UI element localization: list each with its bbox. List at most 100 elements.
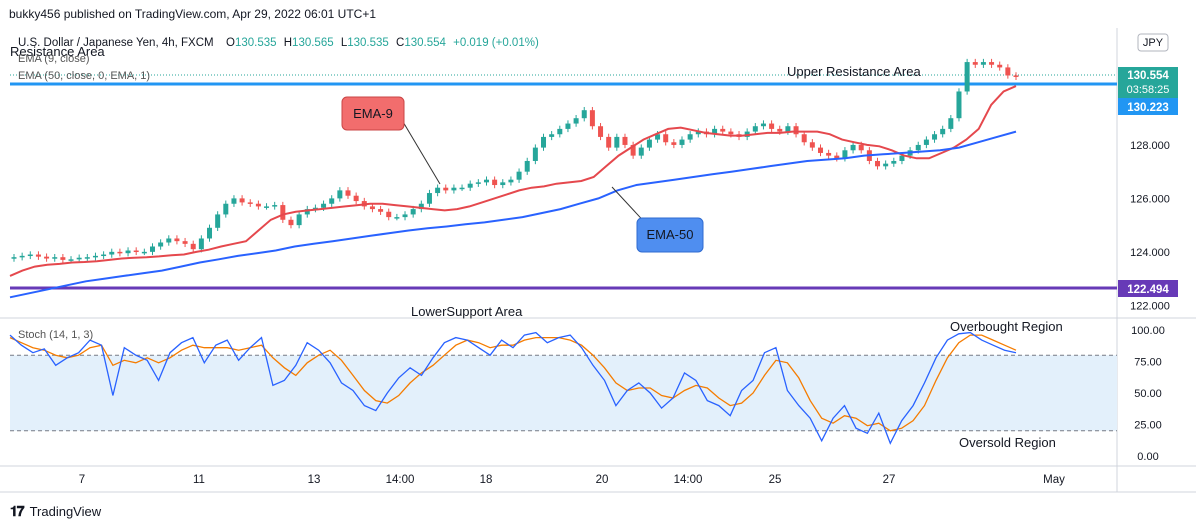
candle — [174, 238, 180, 242]
symbol-title[interactable]: U.S. Dollar / Japanese Yen, 4h, FXCM — [18, 37, 214, 49]
candle — [84, 257, 90, 259]
footer-brand-label: TradingView — [29, 504, 102, 519]
ema50-callout[interactable]: EMA-50 — [611, 186, 704, 253]
candle — [964, 62, 970, 92]
stoch-tick-label: 50.00 — [1134, 388, 1162, 400]
currency-badge[interactable]: JPY — [1137, 33, 1169, 52]
publisher-line: bukky456 published on TradingView.com, A… — [9, 7, 377, 21]
candle — [712, 128, 718, 135]
candle — [614, 136, 620, 148]
candle — [997, 64, 1003, 68]
ema50-legend[interactable]: EMA (50, close, 0, EMA, 1) — [18, 70, 150, 82]
candle — [92, 255, 98, 258]
candle — [443, 187, 449, 191]
time-tick-label: 11 — [193, 474, 205, 486]
resistance-price-badge: 130.223 — [1118, 98, 1178, 115]
candle — [459, 187, 465, 190]
candle — [573, 118, 579, 124]
last-price-badge: 130.554 03:58:25 — [1118, 67, 1178, 98]
candle — [500, 182, 506, 186]
candle — [980, 62, 986, 65]
candle — [899, 155, 905, 161]
time-tick-label: 25 — [769, 474, 782, 486]
candle — [655, 134, 661, 140]
candle — [622, 136, 628, 145]
candle — [76, 257, 82, 260]
candle — [402, 214, 408, 218]
candle — [581, 110, 587, 119]
candle — [182, 241, 188, 244]
stoch-axis-ticks: 0.00 25.00 50.00 75.00 100.00 — [1131, 325, 1165, 463]
upper-resistance-label: Upper Resistance Area — [787, 64, 921, 79]
time-tick-label: 14:00 — [674, 474, 703, 486]
candle — [834, 155, 840, 159]
candle — [255, 203, 261, 207]
candle — [11, 257, 17, 259]
candle — [589, 110, 595, 127]
svg-text:130.554: 130.554 — [1127, 70, 1169, 82]
candle — [68, 259, 74, 261]
ema9-line — [9, 85, 1017, 277]
ema9-legend[interactable]: EMA (9, close) — [18, 53, 90, 65]
candle — [565, 123, 571, 129]
candle — [492, 179, 498, 186]
stoch-legend[interactable]: Stoch (14, 1, 3) — [18, 329, 93, 341]
candle — [956, 91, 962, 119]
candle — [190, 243, 196, 250]
candle — [728, 131, 734, 135]
svg-text:122.494: 122.494 — [1127, 284, 1169, 296]
candle — [809, 142, 815, 148]
candle — [516, 171, 522, 180]
price-tick-label: 124.000 — [1130, 247, 1170, 259]
candle — [378, 209, 384, 212]
candle — [842, 150, 848, 159]
price-axis-ticks: 122.000 124.000 126.000 128.000 — [1130, 140, 1170, 312]
candle — [606, 136, 612, 148]
candle — [475, 182, 481, 184]
candle — [663, 134, 669, 143]
candle — [109, 251, 115, 255]
candle — [532, 147, 538, 161]
ohlc-readout: O130.535 H130.565 L130.535 C130.554 +0.0… — [226, 37, 539, 49]
candle — [418, 203, 424, 210]
candle — [549, 134, 555, 137]
candle — [883, 163, 889, 167]
stoch-tick-label: 75.00 — [1134, 357, 1162, 369]
footer-brand[interactable]: 𝟏𝟕 TradingView — [10, 503, 101, 520]
candle — [769, 123, 775, 129]
candle — [158, 242, 164, 247]
candle — [638, 147, 644, 156]
candle — [1013, 75, 1019, 77]
stoch-k-line — [9, 331, 1017, 445]
candle — [720, 128, 726, 132]
candle — [752, 126, 758, 132]
candle — [467, 183, 473, 188]
stoch-tick-label: 0.00 — [1137, 451, 1158, 463]
candle — [875, 160, 881, 167]
candle — [785, 126, 791, 132]
candle — [679, 139, 685, 145]
candle — [850, 144, 856, 151]
candle — [117, 251, 123, 254]
stoch-d-line — [9, 334, 1017, 432]
svg-text:EMA-9: EMA-9 — [353, 106, 393, 121]
candle — [35, 254, 41, 257]
candle — [646, 139, 652, 148]
candle — [541, 136, 547, 148]
time-tick-label: 18 — [480, 474, 493, 486]
ema9-callout[interactable]: EMA-9 — [341, 96, 441, 185]
candle — [1005, 67, 1011, 76]
candle — [426, 193, 432, 204]
candle — [296, 214, 302, 226]
candle — [125, 250, 131, 254]
ema-lines-layer — [9, 85, 1017, 299]
candle — [826, 152, 832, 156]
oversold-label: Oversold Region — [959, 435, 1056, 450]
candle — [60, 257, 66, 260]
candle — [52, 257, 58, 259]
svg-text:EMA-50: EMA-50 — [647, 227, 694, 242]
price-tick-label: 128.000 — [1130, 140, 1170, 152]
candle — [524, 160, 530, 172]
